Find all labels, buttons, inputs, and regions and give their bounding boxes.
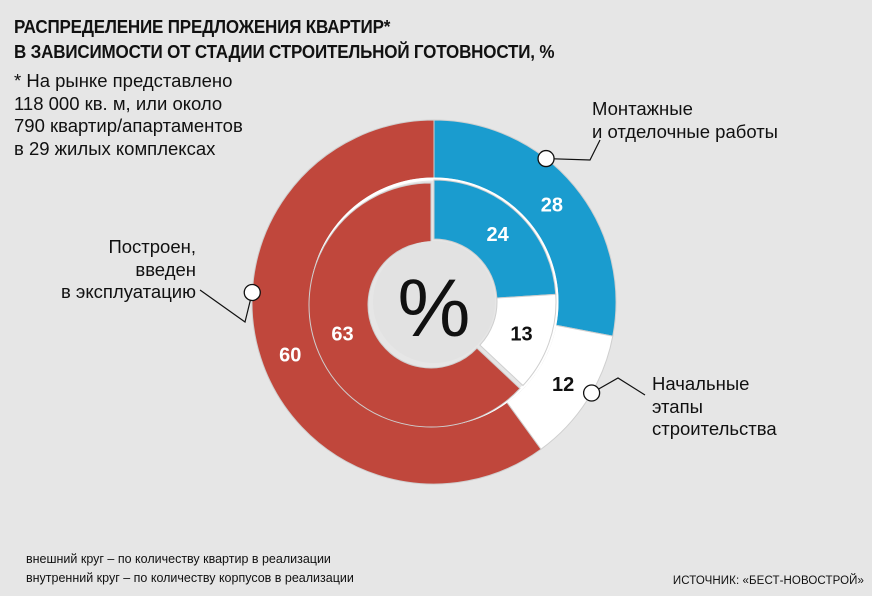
outer-value-built: 60 bbox=[279, 344, 301, 366]
inner-ring bbox=[308, 179, 557, 428]
outer-value-initial: 12 bbox=[552, 374, 574, 396]
outer-value-finishing: 28 bbox=[541, 194, 563, 216]
label-finishing-line-1: Монтажные bbox=[592, 98, 693, 119]
label-initial: Начальные этапы строительства bbox=[652, 373, 777, 441]
leader-line-initial bbox=[591, 377, 646, 396]
source-note: ИСТОЧНИК: «БЕСТ-НОВОСТРОЙ» bbox=[672, 575, 864, 587]
label-initial-line-3: строительства bbox=[652, 418, 777, 439]
inner-value-initial: 13 bbox=[510, 324, 532, 346]
label-initial-line-2: этапы bbox=[652, 395, 703, 417]
footnote-line-1: * На рынке представлено bbox=[14, 70, 233, 91]
center-label: % bbox=[398, 263, 471, 354]
inner-value-finishing: 24 bbox=[487, 224, 510, 246]
footnote-line-3: 790 квартир/апартаментов bbox=[14, 115, 243, 136]
leader-line-built bbox=[199, 289, 253, 324]
leader-dot-finishing bbox=[537, 149, 555, 168]
title-line-2: В ЗАВИСИМОСТИ ОТ СТАДИИ СТРОИТЕЛЬНОЙ ГОТ… bbox=[14, 41, 555, 62]
title-line-1: РАСПРЕДЕЛЕНИЕ ПРЕДЛОЖЕНИЯ КВАРТИР* bbox=[14, 16, 391, 37]
inner-slice-built bbox=[308, 182, 521, 428]
center-disc bbox=[373, 241, 495, 363]
footnote-line-2: 118 000 кв. м, или около bbox=[14, 92, 223, 114]
label-built-line-1: Построен, bbox=[108, 236, 196, 257]
inner-slice-finishing bbox=[433, 179, 557, 299]
leader-dot-initial bbox=[582, 384, 601, 402]
label-built-line-2: введен bbox=[135, 258, 196, 280]
label-initial-line-1: Начальные bbox=[652, 373, 750, 394]
value-labels: 28 12 60 24 13 63 bbox=[279, 194, 574, 396]
leader-line-finishing bbox=[546, 139, 601, 161]
leader-dot-built bbox=[243, 283, 261, 302]
footnote: * На рынке представлено 118 000 кв. м, и… bbox=[14, 70, 243, 160]
label-built-line-3: в эксплуатацию bbox=[60, 281, 196, 302]
chart-title: РАСПРЕДЕЛЕНИЕ ПРЕДЛОЖЕНИЯ КВАРТИР* В ЗАВ… bbox=[14, 14, 555, 64]
label-finishing: Монтажные и отделочные работы bbox=[592, 98, 778, 143]
inner-slice-initial bbox=[479, 293, 557, 387]
footnote-line-4: в 29 жилых комплексах bbox=[14, 137, 216, 159]
ring-legend: внешний круг – по количеству квартир в р… bbox=[26, 550, 354, 588]
legend-inner: внутренний круг – по количеству корпусов… bbox=[26, 571, 354, 585]
leader-lines bbox=[199, 139, 646, 402]
legend-outer: внешний круг – по количеству квартир в р… bbox=[26, 552, 331, 566]
label-built: Построен, введен в эксплуатацию bbox=[61, 236, 196, 304]
label-finishing-line-2: и отделочные работы bbox=[592, 120, 778, 142]
inner-value-built: 63 bbox=[331, 324, 353, 346]
